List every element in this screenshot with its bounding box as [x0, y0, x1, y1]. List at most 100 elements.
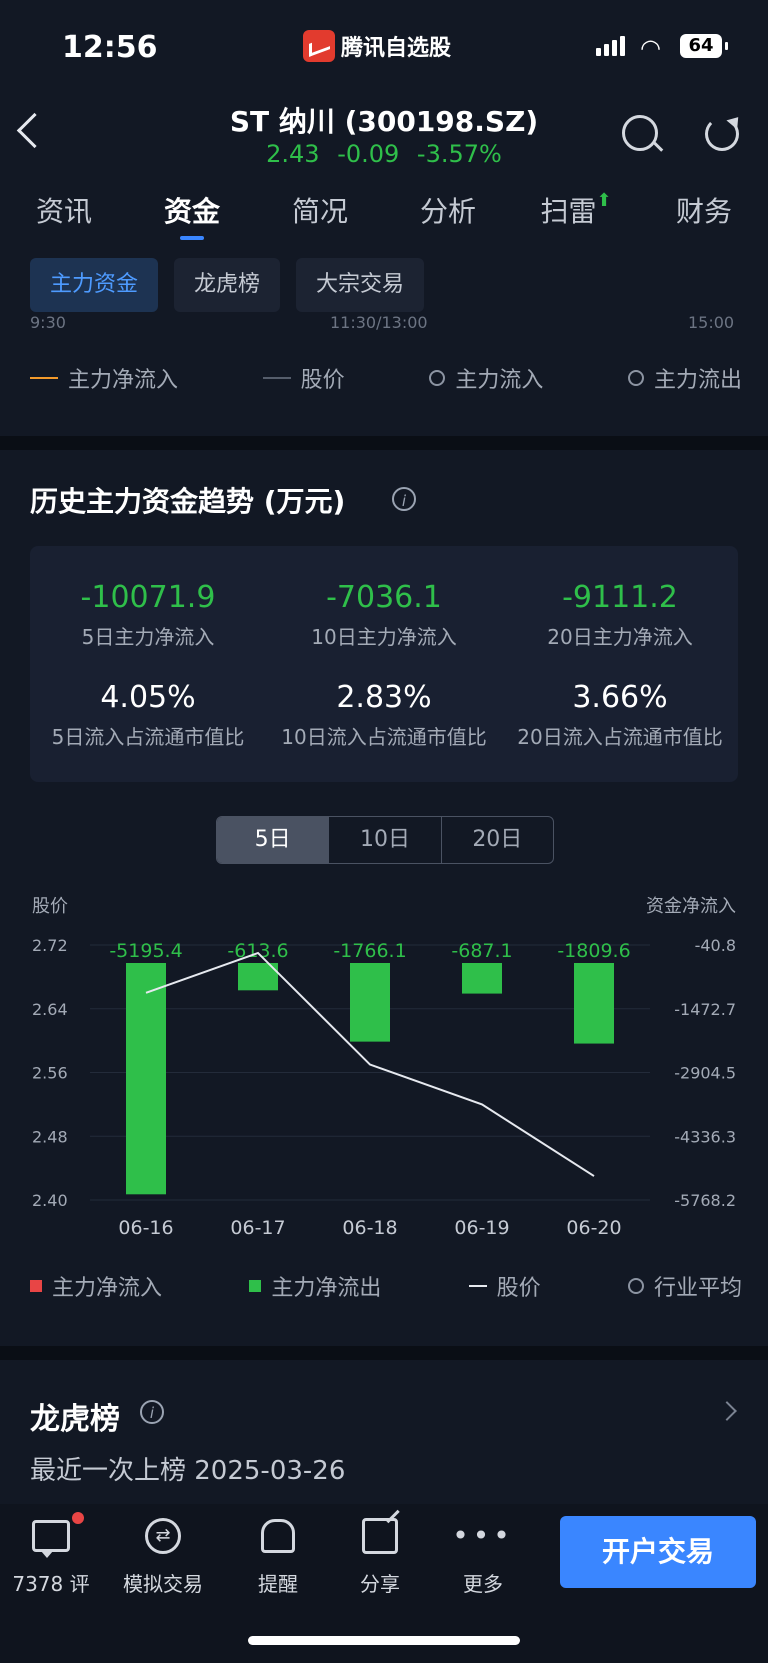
period-toggle: 5日 10日 20日 — [216, 816, 554, 864]
arrow-up-icon: ⬆ — [596, 190, 612, 211]
share-label: 分享 — [360, 1572, 400, 1596]
x-tick: 06-18 — [342, 1217, 397, 1239]
stat-20d: -9111.2 20日主力净流入 — [502, 580, 738, 650]
search-icon[interactable] — [622, 115, 658, 151]
price-line — [145, 951, 595, 1177]
intraday-legend: 主力净流入 股价 主力流入 主力流出 — [30, 362, 742, 394]
green-square-icon — [249, 1280, 262, 1292]
sim-trade-label: 模拟交易 — [123, 1572, 203, 1596]
more-button[interactable]: ••• 更多 — [438, 1516, 528, 1597]
comments-button[interactable]: 7378 评 — [6, 1516, 96, 1597]
period-20d-button[interactable]: 20日 — [472, 827, 523, 852]
legend-net-outflow: 主力净流出 — [249, 1270, 381, 1302]
bell-icon — [261, 1519, 295, 1553]
stat-value: -7036.1 — [326, 580, 442, 615]
bar-label: -1809.6 — [557, 940, 630, 962]
alert-button[interactable]: 提醒 — [233, 1516, 323, 1597]
tab-news[interactable]: 资讯 — [35, 195, 92, 228]
more-label: 更多 — [463, 1572, 503, 1596]
period-10d-button[interactable]: 10日 — [329, 817, 442, 863]
y-tick-right: -5768.2 — [674, 1191, 736, 1210]
fund-flow-chart: 股价 资金净流入 2.72 -40.8 2.64 -1472.7 2.56 -2904.5 2.… — [30, 888, 738, 1308]
stat-label: 5日主力净流入 — [81, 625, 215, 649]
stat-label: 20日主力净流入 — [547, 625, 693, 649]
stat-10d-pct: 2.83% 10日流入占流通市值比 — [266, 680, 502, 750]
bar — [126, 963, 166, 1195]
app-badge: 腾讯自选股 — [303, 30, 451, 62]
circle-icon — [627, 370, 644, 386]
legend-outflow-label: 主力流出 — [653, 368, 742, 393]
legend-industry-avg-label: 行业平均 — [653, 1276, 742, 1301]
white-line-icon — [468, 1285, 487, 1287]
comments-label: 7378 评 — [12, 1572, 90, 1596]
legend-price-label: 股价 — [496, 1276, 541, 1301]
legend-net-inflow-label: 主力净流入 — [68, 368, 179, 393]
dragon-list-date: 最近一次上榜 2025-03-26 — [30, 1456, 346, 1486]
info-icon[interactable]: i — [140, 1400, 164, 1424]
wifi-icon: ◠ — [640, 34, 661, 62]
subtab-main-funds[interactable]: 主力资金 — [30, 258, 159, 312]
open-account-button[interactable]: 开户交易 — [560, 1516, 756, 1588]
stat-pct-value: 3.66% — [572, 680, 668, 715]
time-tick-noon: 11:30/13:00 — [330, 313, 428, 332]
tab-overview[interactable]: 简况 — [291, 195, 348, 228]
tab-scan[interactable]: 扫雷⬆ — [512, 190, 640, 240]
notification-dot — [72, 1512, 84, 1524]
clock: 12:56 — [62, 30, 158, 65]
y-tick-right: -1472.7 — [674, 1000, 736, 1019]
period-5d-button[interactable]: 5日 — [217, 817, 330, 863]
stat-pct-value: 4.05% — [100, 680, 196, 715]
stat-10d: -7036.1 10日主力净流入 — [266, 580, 502, 650]
section-divider — [0, 436, 768, 450]
x-tick: 06-20 — [566, 1217, 621, 1239]
exchange-icon: ⇄ — [145, 1518, 181, 1554]
share-button[interactable]: 分享 — [335, 1516, 425, 1597]
x-tick: 06-19 — [454, 1217, 509, 1239]
axis-title-right: 资金净流入 — [646, 896, 736, 917]
legend-inflow[interactable]: 主力流入 — [429, 362, 543, 394]
y-tick-right: -2904.5 — [674, 1064, 736, 1083]
chart-svg: 股价 资金净流入 2.72 -40.8 2.64 -1472.7 2.56 -2904.5 2.… — [32, 896, 736, 1239]
chevron-right-icon[interactable] — [717, 1401, 737, 1421]
stat-5d-pct: 4.05% 5日流入占流通市值比 — [30, 680, 266, 750]
legend-industry-avg[interactable]: 行业平均 — [627, 1270, 742, 1302]
refresh-icon[interactable] — [705, 117, 739, 151]
bar-label: -613.6 — [227, 940, 288, 962]
legend-outflow[interactable]: 主力流出 — [627, 362, 742, 394]
legend-price-label: 股价 — [300, 368, 345, 393]
bar — [574, 963, 614, 1044]
stats-panel: -10071.9 5日主力净流入 -7036.1 10日主力净流入 -9111.… — [30, 546, 738, 782]
circle-icon — [429, 370, 446, 386]
stat-pct-label: 5日流入占流通市值比 — [51, 725, 245, 749]
legend-net-inflow: 主力净流入 — [30, 362, 178, 394]
red-square-icon — [30, 1280, 42, 1292]
time-tick-open: 9:30 — [30, 313, 66, 332]
time-tick-close: 15:00 — [688, 313, 735, 332]
stock-quote: 2.43 -0.09 -3.57% — [266, 140, 502, 168]
bar — [462, 963, 502, 994]
subtab-bar: 主力资金 龙虎榜 大宗交易 — [30, 258, 425, 312]
dragon-list-title[interactable]: 龙虎榜 — [30, 1402, 120, 1437]
legend-price: 股价 — [468, 1270, 541, 1302]
info-icon[interactable]: i — [392, 487, 416, 511]
axis-title-left: 股价 — [32, 896, 68, 917]
orange-line-icon — [30, 377, 58, 379]
comment-icon — [32, 1520, 70, 1558]
tab-scan-label: 扫雷 — [540, 195, 597, 228]
tab-analysis[interactable]: 分析 — [419, 195, 476, 228]
y-tick-left: 2.56 — [32, 1064, 68, 1083]
y-tick-right: -4336.3 — [674, 1127, 736, 1146]
legend-price: 股价 — [262, 362, 345, 394]
more-icon: ••• — [452, 1519, 514, 1552]
subtab-dragon-list[interactable]: 龙虎榜 — [174, 258, 281, 312]
sim-trade-button[interactable]: ⇄ 模拟交易 — [118, 1516, 208, 1597]
y-tick-left: 2.64 — [32, 1000, 68, 1019]
subtab-block-trade[interactable]: 大宗交易 — [296, 258, 425, 312]
home-indicator[interactable] — [248, 1636, 520, 1645]
y-tick-left: 2.48 — [32, 1127, 68, 1146]
bar-label: -687.1 — [451, 940, 512, 962]
tab-finance[interactable]: 财务 — [675, 195, 732, 228]
legend-net-outflow-label: 主力净流出 — [271, 1276, 382, 1301]
tab-funds[interactable]: 资金 — [128, 190, 256, 240]
bar-label: -5195.4 — [109, 940, 182, 962]
